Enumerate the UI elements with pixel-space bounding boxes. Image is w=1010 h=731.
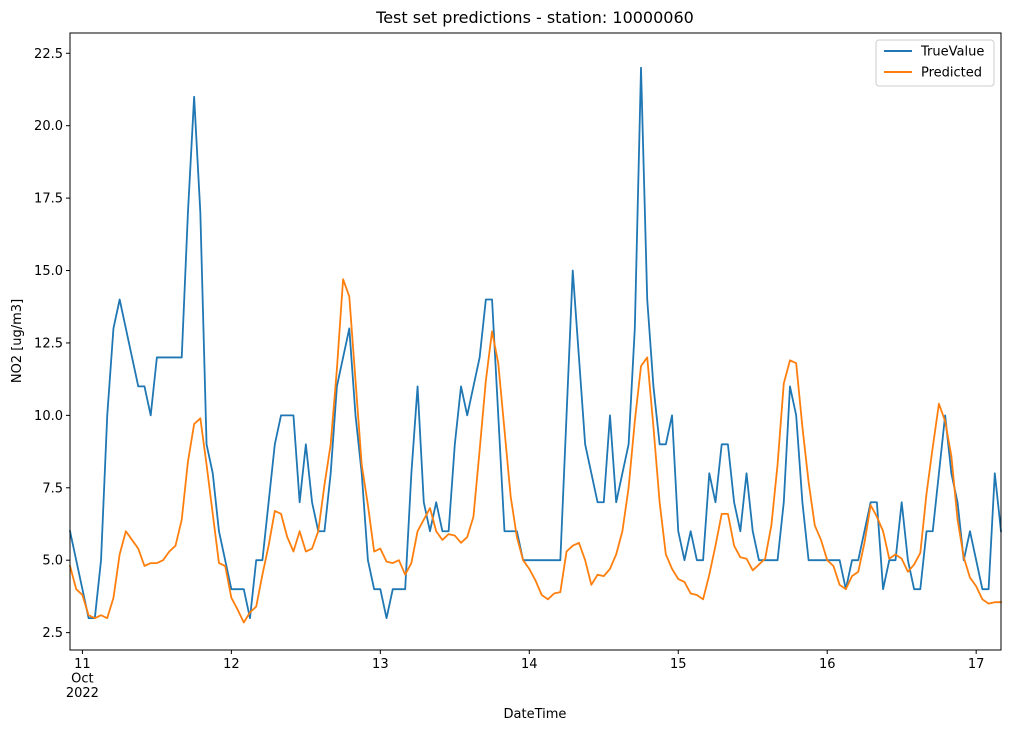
plot-lines (68, 66, 1002, 624)
y-tick-label: 20.0 (34, 119, 63, 134)
plot-frame (69, 32, 1002, 651)
x-tick-label: Oct (71, 672, 93, 687)
chart-title: Test set predictions - station: 10000060 (375, 8, 694, 27)
y-axis-ticks: 2.5 5.0 7.5 10.0 12.5 15.0 17.5 20.0 22.5 (34, 47, 70, 641)
legend: TrueValue Predicted (875, 39, 995, 87)
series-line-truevalue (68, 66, 1002, 620)
x-tick-label: 17 (968, 657, 985, 672)
legend-label: Predicted (921, 66, 982, 81)
x-tick-label: 2022 (66, 686, 99, 701)
x-tick-label: 16 (819, 657, 836, 672)
y-tick-label: 17.5 (34, 192, 63, 207)
x-tick-label: 12 (223, 657, 240, 672)
x-tick-label: 13 (372, 657, 389, 672)
y-tick-label: 22.5 (34, 47, 63, 62)
x-axis-label: DateTime (504, 707, 567, 722)
x-tick-label: 14 (521, 657, 538, 672)
y-tick-label: 15.0 (34, 264, 63, 279)
x-tick-label: 11 (74, 657, 91, 672)
y-tick-label: 10.0 (34, 409, 63, 424)
y-tick-label: 2.5 (42, 626, 63, 641)
y-axis-label: NO2 [ug/m3] (10, 299, 25, 383)
x-tick-label: 15 (670, 657, 687, 672)
y-tick-label: 12.5 (34, 336, 63, 351)
legend-label: TrueValue (920, 45, 984, 60)
y-tick-label: 5.0 (42, 554, 63, 569)
y-tick-label: 7.5 (42, 481, 63, 496)
series-line-predicted (68, 278, 1002, 624)
